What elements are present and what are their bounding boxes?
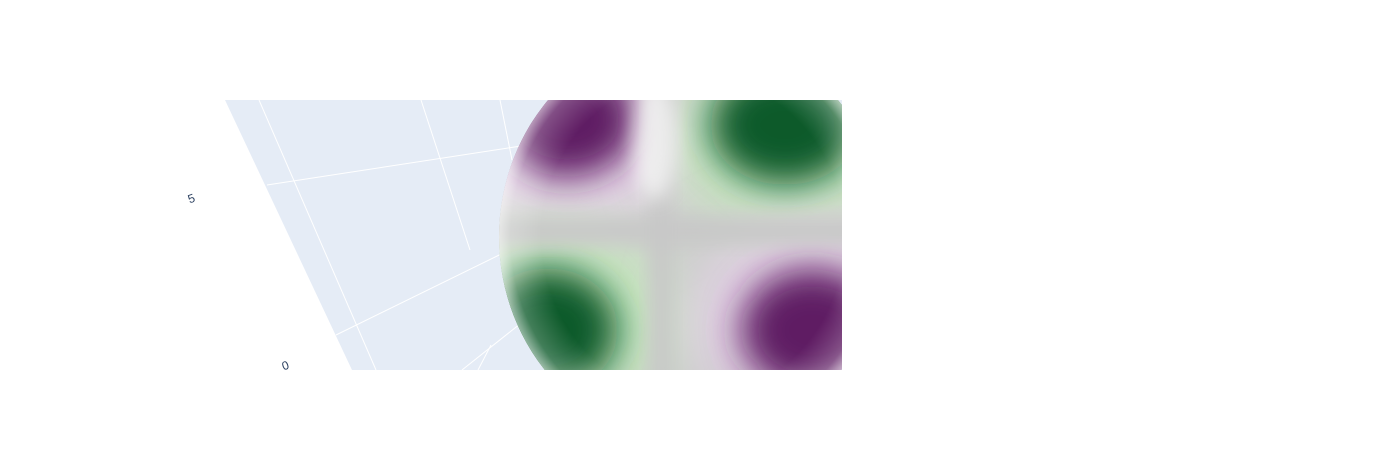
z-axis-tick-label: 5	[186, 191, 197, 207]
sphere-surface	[499, 100, 842, 370]
scene-plot-area	[225, 100, 842, 370]
z-axis-tick-label: 0	[280, 358, 291, 374]
